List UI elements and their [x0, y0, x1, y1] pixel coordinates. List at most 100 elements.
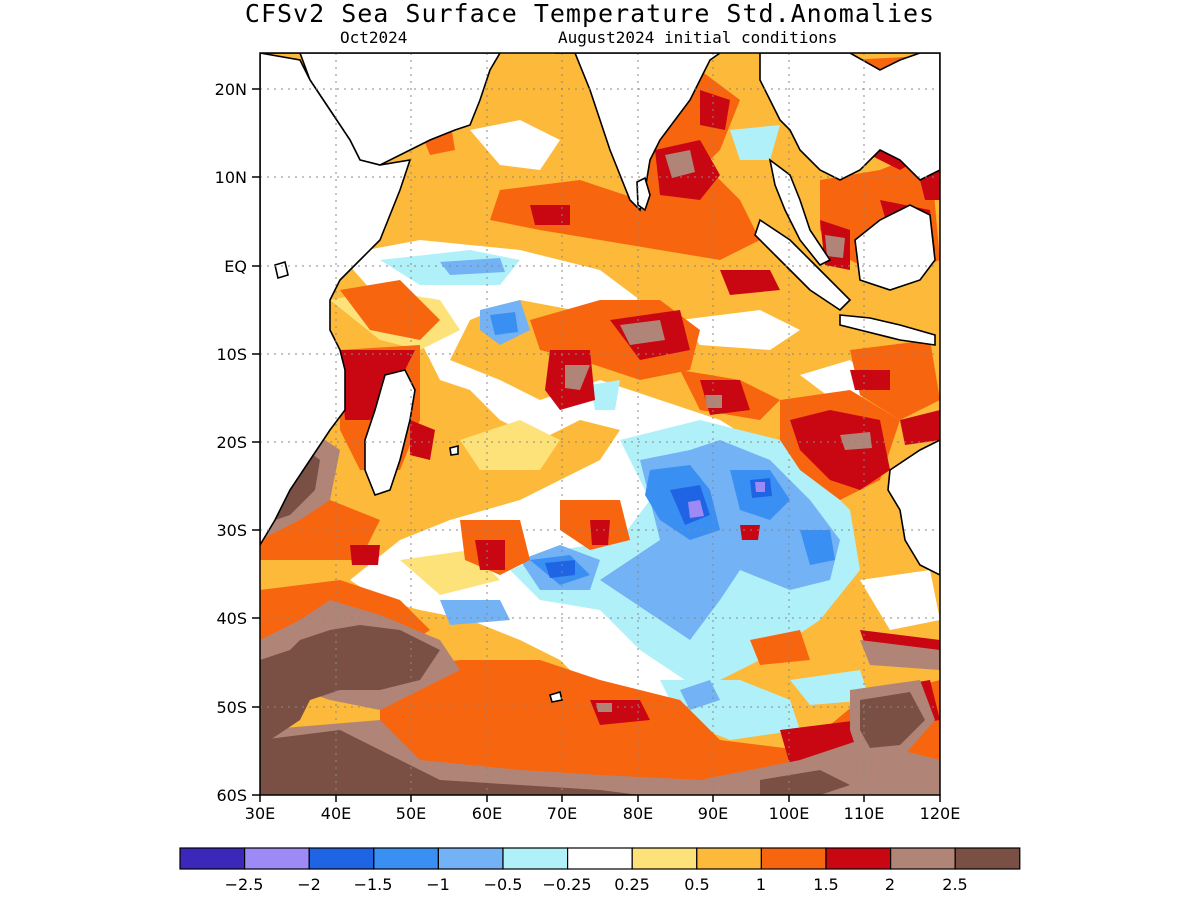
colorbar-labels: −2.5 −2 −1.5 −1 −0.5 −0.25 0.25 0.5 1 1.…: [225, 875, 968, 894]
contour-brown: [260, 730, 640, 795]
lat-label: 10S: [216, 345, 247, 364]
lat-label: 50S: [216, 698, 247, 717]
contour-blue: [680, 680, 720, 710]
contour-red: [475, 540, 505, 570]
lat-label: 20S: [216, 433, 247, 452]
contour-brown: [860, 692, 925, 748]
contour-red: [530, 205, 570, 225]
island: [549, 690, 563, 703]
colorbar-swatch: [502, 847, 569, 870]
lon-label: 110E: [844, 804, 885, 823]
lon-label: 80E: [623, 804, 653, 823]
colorbar-swatch: [373, 847, 439, 870]
lon-label: 100E: [769, 804, 810, 823]
colorbar-swatch: [437, 847, 504, 870]
lon-label: 120E: [920, 804, 961, 823]
contour-red: [350, 545, 380, 565]
madagascar: [364, 369, 416, 496]
colorbar-label: −0.5: [484, 875, 523, 894]
colorbar-swatch: [954, 847, 1021, 870]
land: [260, 53, 940, 703]
australia-landmass: [887, 439, 940, 576]
contour-rose: [860, 640, 940, 670]
chart-title: CFSv2 Sea Surface Temperature Std.Anomal…: [244, 0, 936, 28]
contour-lavender: [755, 482, 765, 492]
colorbar-label: −0.25: [542, 875, 591, 894]
map-frame: [259, 52, 941, 796]
lat-label: 20N: [215, 80, 247, 99]
colorbar: [179, 847, 1021, 870]
sumatra: [754, 218, 852, 312]
island: [274, 260, 289, 280]
lat-labels: 20N 10N EQ 10S 20S 30S 40S 50S 60S: [215, 80, 247, 805]
colorbar-label: 0.5: [684, 875, 709, 894]
lat-label: 10N: [215, 168, 247, 187]
lon-label: 90E: [698, 804, 728, 823]
island: [449, 444, 459, 456]
colorbar-swatch: [889, 847, 956, 870]
colorbar-label: −1.5: [354, 875, 393, 894]
contour-red: [790, 410, 890, 490]
contour-orange: [850, 340, 940, 420]
contour-red: [410, 420, 435, 460]
contour-near-zero: [680, 310, 800, 350]
lon-label: 30E: [245, 804, 275, 823]
colorbar-swatch: [179, 847, 246, 870]
colorbar-swatch: [631, 847, 698, 870]
java: [839, 314, 936, 346]
contour-mid-blue: [800, 530, 835, 565]
lon-label: 60E: [472, 804, 502, 823]
contour-red: [740, 525, 760, 540]
lon-label: 50E: [396, 804, 426, 823]
contour-rose: [665, 150, 695, 178]
colorbar-swatch: [566, 847, 633, 870]
colorbar-label: 2: [885, 875, 895, 894]
contour-rose: [840, 432, 872, 450]
colorbar-label: −2.5: [225, 875, 264, 894]
colorbar-swatch: [244, 847, 310, 870]
contour-dark-blue: [545, 560, 575, 578]
contour-lavender: [688, 500, 704, 518]
contour-blue: [440, 258, 505, 275]
contour-rose: [620, 320, 665, 345]
borneo: [854, 204, 936, 291]
contour-red: [720, 270, 780, 295]
contour-near-zero: [470, 120, 560, 170]
axis-ticks: [252, 88, 941, 802]
colorbar-swatch: [760, 847, 827, 870]
contour-red: [850, 370, 890, 390]
forecast-month: Oct2024: [340, 28, 408, 47]
initial-conditions: August2024 initial conditions: [558, 28, 838, 47]
malay-peninsula: [768, 158, 832, 267]
contour-brown: [760, 770, 850, 795]
colorbar-label: 0.25: [614, 875, 650, 894]
contour-rose: [565, 365, 590, 390]
contour-light-blue: [590, 380, 620, 410]
contour-pale-yellow: [460, 420, 560, 470]
colorbar-swatch: [696, 847, 762, 870]
colorbar-label: 1.5: [813, 875, 838, 894]
contour-light-blue: [730, 125, 780, 160]
contour-orange: [750, 630, 810, 665]
contour-red: [340, 350, 415, 420]
africa-landmass: [260, 53, 412, 547]
lat-label: EQ: [224, 257, 247, 276]
southeast-asia-landmass: [759, 53, 940, 181]
colorbar-label: −2: [297, 875, 321, 894]
contour-brown: [260, 625, 440, 740]
lon-label: 40E: [321, 804, 351, 823]
colorbar-label: −1: [426, 875, 450, 894]
graticule: [260, 53, 940, 795]
contour-red: [900, 410, 940, 445]
contour-red: [700, 90, 730, 130]
contour-orange: [340, 280, 440, 340]
colorbar-swatch: [825, 847, 892, 870]
colorbar-label: 2.5: [942, 875, 967, 894]
contour-mid-blue: [490, 312, 518, 335]
contour-rose: [825, 235, 845, 258]
colorbar-label: 1: [756, 875, 766, 894]
contour-near-zero: [860, 570, 940, 630]
lat-label: 60S: [216, 786, 247, 805]
contour-red: [590, 520, 610, 545]
